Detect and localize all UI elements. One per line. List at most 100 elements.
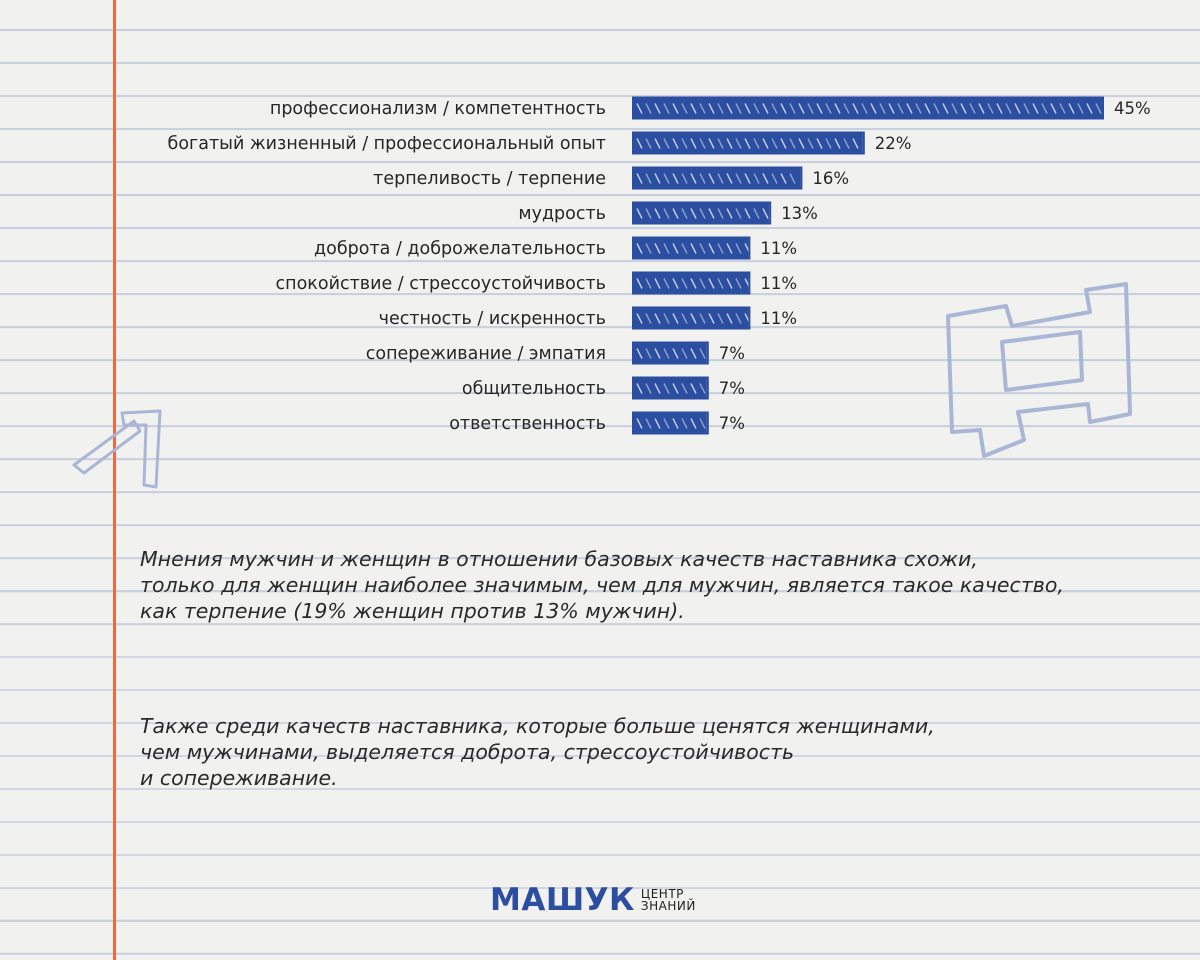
value-label: 22% [875, 134, 912, 153]
bar-texture-stroke [708, 208, 715, 219]
value-label: 11% [760, 239, 797, 258]
bar-texture-stroke [753, 173, 760, 184]
bar-texture-stroke [915, 103, 922, 114]
bar-texture-stroke [690, 138, 697, 149]
bar-texture-stroke [672, 418, 679, 429]
bar-texture-stroke [645, 103, 652, 114]
bar-texture-stroke [708, 103, 715, 114]
bar-texture-stroke [690, 173, 697, 184]
bar-texture-stroke [780, 103, 787, 114]
value-label: 7% [719, 414, 745, 433]
bar-texture-stroke [762, 138, 769, 149]
bar-texture-stroke [762, 208, 769, 219]
value-label: 13% [781, 204, 818, 223]
bar-fill [634, 273, 749, 293]
bar-texture-stroke [771, 103, 778, 114]
bar-texture-stroke [681, 138, 688, 149]
bar-texture-stroke [690, 103, 697, 114]
bar-texture-stroke [717, 278, 724, 289]
bar-texture-stroke [717, 313, 724, 324]
value-label: 7% [719, 379, 745, 398]
bar-texture-stroke [753, 138, 760, 149]
bar-outline [632, 271, 751, 295]
bar-texture-stroke [699, 383, 706, 394]
bar-texture-stroke [681, 418, 688, 429]
logo-subtitle-line-1: ЦЕНТР [640, 887, 684, 901]
bar [632, 201, 772, 225]
bar-texture-stroke [780, 173, 787, 184]
bar-texture-stroke [1023, 103, 1030, 114]
bar-texture-stroke [780, 138, 787, 149]
bar-texture-stroke [969, 103, 976, 114]
bar-texture-stroke [699, 243, 706, 254]
bar-texture-stroke [636, 138, 643, 149]
bar-texture-stroke [771, 173, 778, 184]
margin-line [113, 0, 116, 960]
bar-texture-stroke [672, 103, 679, 114]
bar-texture-stroke [654, 103, 661, 114]
bar-texture-stroke [753, 103, 760, 114]
bar-texture-stroke [699, 348, 706, 359]
bar [632, 271, 751, 295]
bar-texture-stroke [663, 243, 670, 254]
bar-texture-stroke [726, 103, 733, 114]
category-label: сопереживание / эмпатия [366, 344, 606, 364]
bar-fill [634, 343, 707, 363]
bar-texture-stroke [1086, 103, 1093, 114]
bar-texture-stroke [735, 243, 742, 254]
bar-texture-stroke [672, 278, 679, 289]
bar-texture-stroke [870, 103, 877, 114]
bar-texture-stroke [636, 103, 643, 114]
bar-texture-stroke [645, 313, 652, 324]
logo: МАШУК ЦЕНТР ЗНАНИЙ [490, 880, 696, 920]
bar-texture-stroke [690, 313, 697, 324]
category-label: доброта / доброжелательность [314, 239, 606, 259]
bar-texture-stroke [789, 173, 796, 184]
category-label: ответственность [449, 414, 606, 434]
bar-texture-stroke [942, 103, 949, 114]
bar-texture-stroke [753, 208, 760, 219]
bar [632, 131, 865, 155]
bar-texture-stroke [663, 208, 670, 219]
bar-outline [632, 376, 709, 400]
bar-texture-stroke [690, 278, 697, 289]
category-label: честность / искренность [379, 309, 606, 329]
bar-texture-stroke [654, 173, 661, 184]
bar-texture-stroke [888, 103, 895, 114]
bar-outline [632, 341, 709, 365]
bar-fill [634, 168, 801, 188]
logo-wordmark: МАШУК [490, 882, 635, 918]
bar-texture-stroke [663, 383, 670, 394]
bar-texture-stroke [645, 383, 652, 394]
bar-texture-stroke [708, 173, 715, 184]
bar [632, 341, 709, 365]
bar-texture-stroke [663, 348, 670, 359]
bar-texture-stroke [699, 313, 706, 324]
bar-texture-stroke [1032, 103, 1039, 114]
bar-texture-stroke [717, 138, 724, 149]
bar-texture-stroke [663, 173, 670, 184]
bar-outline [632, 166, 803, 190]
bar-texture-stroke [636, 383, 643, 394]
bar-outline [632, 96, 1104, 120]
bar-texture-stroke [708, 138, 715, 149]
bar-texture-stroke [699, 208, 706, 219]
bar-texture-stroke [789, 103, 796, 114]
bar-outline [632, 131, 865, 155]
bar-texture-stroke [1041, 103, 1048, 114]
bar-texture-stroke [861, 103, 868, 114]
bar-texture-stroke [726, 313, 733, 324]
bar-texture-stroke [681, 103, 688, 114]
category-label: спокойствие / стрессоустойчивость [276, 274, 606, 294]
bar-texture-stroke [717, 208, 724, 219]
bar-texture-stroke [816, 138, 823, 149]
bar-texture-stroke [924, 103, 931, 114]
bar-texture-stroke [645, 208, 652, 219]
note-paragraph-2: Также среди качеств наставника, которые … [140, 714, 935, 790]
bar-texture-stroke [771, 138, 778, 149]
bar-texture-stroke [699, 173, 706, 184]
bar-texture-stroke [879, 103, 886, 114]
bar-texture-stroke [636, 418, 643, 429]
bar-texture-stroke [726, 208, 733, 219]
bar-texture-stroke [681, 173, 688, 184]
